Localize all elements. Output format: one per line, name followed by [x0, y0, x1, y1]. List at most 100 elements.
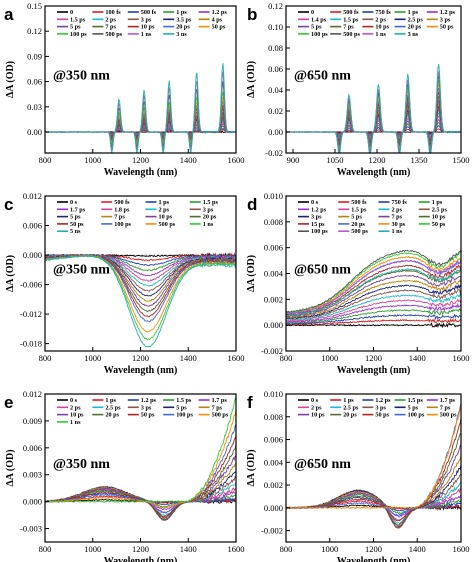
y-tick-label: 0.03: [27, 102, 42, 112]
legend-entry: 50 ps: [212, 24, 226, 31]
series-line-1.5-ps: [286, 298, 461, 322]
x-tick-label: 900: [287, 155, 300, 165]
y-tick-label: 0.010: [264, 389, 283, 399]
series-line-50-ps: [286, 252, 461, 314]
x-tick-label: 1400: [409, 353, 426, 363]
series-group: [286, 402, 461, 529]
series-line-1-ns: [286, 268, 461, 317]
legend-entry: 1.5 ps: [408, 397, 424, 404]
y-tick-label: 0.00: [27, 127, 42, 137]
legend-entry: 100 ps: [311, 228, 328, 235]
annotation-label: @650 nm: [294, 69, 351, 84]
legend-entry: 7 ps: [212, 404, 223, 411]
legend-entry: 1.5 ps: [70, 16, 86, 23]
annotation-label: @350 nm: [53, 457, 110, 472]
x-tick-label: 1200: [132, 544, 149, 554]
series-line-30-ps: [286, 255, 461, 315]
series-line-3-ps: [286, 283, 461, 320]
y-tick-label: 0.003: [23, 470, 42, 480]
legend-entry: 3 ps: [375, 404, 386, 411]
x-tick-label: 1600: [228, 353, 245, 363]
legend-entry: 20 ps: [105, 412, 119, 419]
series-line-500-ps: [286, 259, 461, 315]
y-axis-label: ΔA (OD): [246, 449, 257, 486]
legend-entry: 0 s: [311, 199, 319, 206]
x-tick-label: 800: [39, 544, 52, 554]
legend-entry: 1 ns: [392, 228, 403, 235]
legend-entry: 10 ps: [432, 214, 446, 221]
y-tick-label: 0.15: [27, 1, 42, 11]
x-tick-label: 1200: [365, 544, 382, 554]
y-tick-label: 0.004: [264, 457, 284, 467]
legend-entry: 50 ps: [70, 221, 84, 228]
y-tick-label: -0.02: [265, 148, 283, 158]
legend-entry: 10 ps: [159, 214, 173, 221]
series-line-20-ps: [286, 87, 461, 149]
annotation-label: @650 nm: [294, 263, 351, 278]
legend-entry: 1.7 ps: [212, 397, 228, 404]
series-line-3-ns: [286, 63, 461, 153]
panel-f: 800 1000 1200 1400 1600 0.010 0.008 0.006 0.004 0…: [246, 389, 470, 562]
legend-entry: 1.5 ps: [203, 199, 219, 206]
x-tick-label: 1400: [180, 544, 197, 554]
legend-entry: 1 ps: [343, 397, 354, 404]
legend-entry: 2 ps: [392, 206, 403, 213]
panel-letter: b: [247, 5, 257, 24]
x-tick-label: 1000: [321, 353, 338, 363]
y-tick-label: 0.04: [268, 85, 284, 95]
legend-entry: 15 ps: [311, 221, 325, 228]
panel-letter: d: [247, 195, 257, 214]
series-line-50-ps: [45, 436, 236, 518]
x-tick-label: 1000: [321, 544, 338, 554]
x-tick-label: 1000: [84, 353, 101, 363]
legend-entry: 0: [311, 9, 314, 16]
y-tick-label: 0.09: [27, 51, 42, 61]
y-axis-label: ΔA (OD): [246, 61, 257, 98]
series-line-1-ns: [45, 396, 236, 503]
y-tick-label: 0.000: [264, 503, 283, 513]
panel-letter: f: [247, 393, 253, 412]
series-line-500-ps: [45, 81, 236, 149]
x-tick-label: 1400: [180, 353, 197, 363]
legend-entry: 3 ps: [311, 214, 322, 221]
panel-a: 800 1000 1200 1400 1600 0.15 0.12 0.09 0.06 0.03 0…: [4, 1, 245, 178]
legend-entry: 20 ps: [176, 24, 190, 31]
legend-entry: 500 fs: [114, 199, 130, 206]
y-tick-label: 0.00: [268, 127, 283, 137]
legend-entry: 20 ps: [408, 24, 422, 31]
y-tick-label: 0.012: [23, 191, 42, 201]
series-line-500-ps: [286, 75, 461, 153]
y-tick-label: 0.08: [268, 43, 283, 53]
legend: 0 100 fs 500 fs 1 ps 1.2 ps 1.5 ps 2 ps 3 ps 3.5…: [57, 9, 227, 38]
legend-entry: 2 ps: [105, 16, 116, 23]
legend-entry: 500 ps: [212, 412, 229, 419]
y-tick-label: 0.008: [264, 412, 283, 422]
y-tick-label: 0.002: [264, 480, 283, 490]
legend-entry: 1.2 ps: [141, 397, 157, 404]
legend-entry: 1.4 ps: [311, 16, 327, 23]
series-line-100-ps: [45, 91, 236, 147]
legend-entry: 5 ps: [70, 214, 81, 221]
y-tick-label: 0.02: [268, 106, 283, 116]
series-line-5-ns: [45, 255, 236, 348]
legend-entry: 0 s: [311, 397, 319, 404]
legend-entry: 1 ns: [141, 31, 152, 38]
series-line-10-ps: [45, 104, 236, 142]
panel-e: 800 1000 1200 1400 1600 0.012 0.009 0.006 0.003 0…: [4, 389, 245, 562]
y-axis-label: ΔA (OD): [5, 449, 16, 486]
legend-entry: 1.2 ps: [212, 9, 228, 16]
legend-entry: 500 fs: [351, 199, 367, 206]
legend-entry: 1.5 ps: [176, 397, 192, 404]
panel-letter: a: [4, 5, 14, 24]
legend: 0 s 500 fs 750 fs 1 ps 1.2 ps 1.5 ps 2 ps 2.5 p…: [298, 199, 447, 235]
panel-b: 900 1050 1200 1350 1500 0.12 0.10 0.08 0.06 0.04 0…: [246, 1, 470, 178]
legend-entry: 7 ps: [105, 24, 116, 31]
series-line-5-ps: [45, 471, 236, 520]
x-tick-label: 1200: [132, 155, 149, 165]
legend-entry: 10 ps: [375, 24, 389, 31]
x-axis-label: Wavelength (nm): [104, 556, 178, 562]
x-tick-label: 1000: [84, 155, 101, 165]
legend-entry: 2 ps: [375, 16, 386, 23]
legend-entry: 2.5 ps: [343, 404, 359, 411]
